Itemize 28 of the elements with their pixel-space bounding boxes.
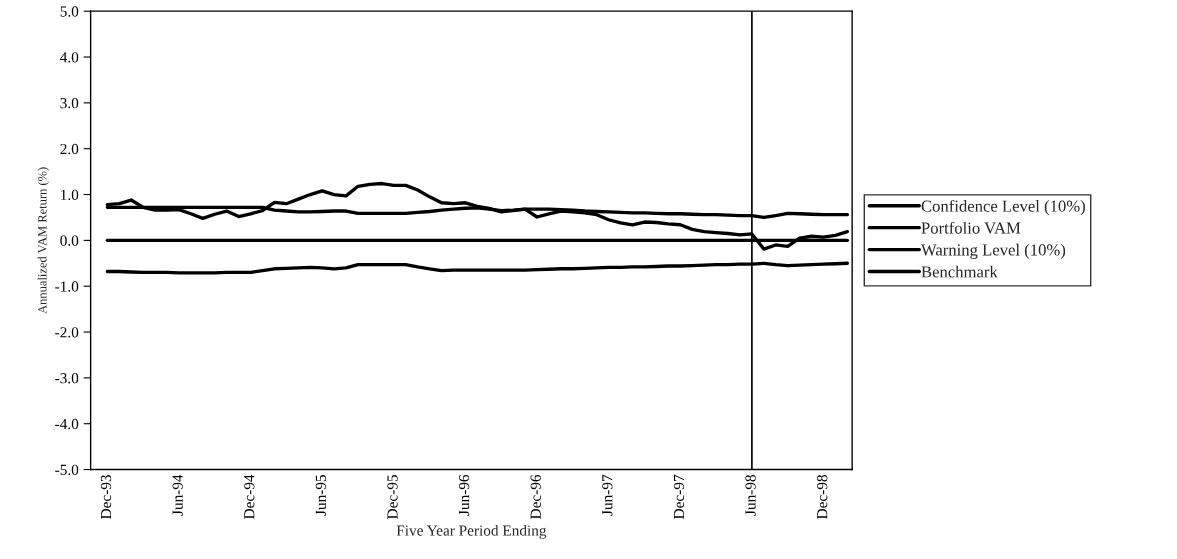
- y-axis-title: Annualized VAM Return (%): [37, 167, 50, 314]
- y-tick-label: -5.0: [55, 464, 79, 476]
- x-tick-label: Jun-95: [315, 475, 327, 516]
- x-axis-title: Five Year Period Ending: [396, 524, 547, 539]
- y-tick-label: -4.0: [55, 418, 79, 430]
- x-tick-label: Dec-95: [387, 475, 398, 519]
- y-tick-label: 2.0: [60, 143, 79, 155]
- x-tick-label: Jun-96: [458, 474, 470, 516]
- x-tick-label: Jun-98: [745, 475, 756, 516]
- y-tick-label: 1.0: [61, 189, 79, 201]
- x-tick-label: Dec-98: [817, 475, 828, 519]
- y-tick-label: 4.0: [60, 52, 79, 63]
- y-tick-label: 0.0: [60, 235, 79, 246]
- y-tick-label: -3.0: [55, 373, 79, 384]
- x-tick-label: Jun-97: [602, 474, 613, 516]
- y-tick-label: -1.0: [55, 281, 79, 292]
- legend-label: Portfolio VAM: [921, 221, 1021, 234]
- x-tick-label: Dec-96: [530, 474, 541, 519]
- x-tick-label: Dec-93: [100, 475, 112, 519]
- y-tick-label: 3.0: [60, 98, 79, 109]
- legend-label: Benchmark: [921, 265, 998, 278]
- y-tick-label: 5.0: [60, 6, 79, 17]
- legend-label: Warning Level (10%): [920, 243, 1066, 259]
- x-tick-label: Jun-94: [172, 474, 183, 516]
- x-tick-label: Dec-97: [673, 474, 685, 519]
- y-tick-label: -2.0: [55, 327, 79, 338]
- x-tick-label: Dec-94: [244, 474, 255, 519]
- legend-label: Confidence Level (10%): [921, 199, 1085, 216]
